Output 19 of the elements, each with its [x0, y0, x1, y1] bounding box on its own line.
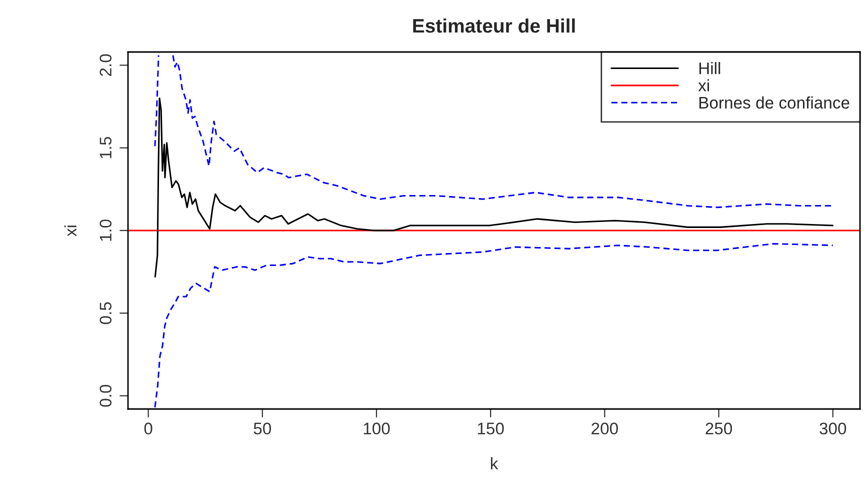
legend-label: xi [698, 79, 709, 92]
line-series [154, 242, 834, 408]
x-tick-label: 150 [478, 422, 504, 434]
x-tick-label: 300 [820, 422, 846, 434]
x-axis-title: k [490, 457, 498, 470]
y-axis-title: xi [64, 226, 76, 236]
y-tick-label: 0.0 [100, 384, 112, 407]
x-tick-label: 100 [364, 422, 390, 434]
y-tick-label: 1.0 [100, 220, 112, 241]
y-tick-label: 1.5 [100, 136, 112, 158]
y-tick-label: 2.0 [100, 54, 112, 76]
chart-title: Estimateur de Hill [413, 18, 575, 33]
y-tick-label: 0.5 [100, 302, 112, 324]
x-tick-label: 250 [706, 422, 732, 434]
x-tick-label: 0 [144, 422, 152, 434]
legend-label: Bornes de confiance [699, 96, 850, 109]
x-tick-label: 50 [254, 422, 272, 434]
x-tick-label: 200 [592, 422, 618, 434]
legend-label: Hill [699, 62, 720, 74]
